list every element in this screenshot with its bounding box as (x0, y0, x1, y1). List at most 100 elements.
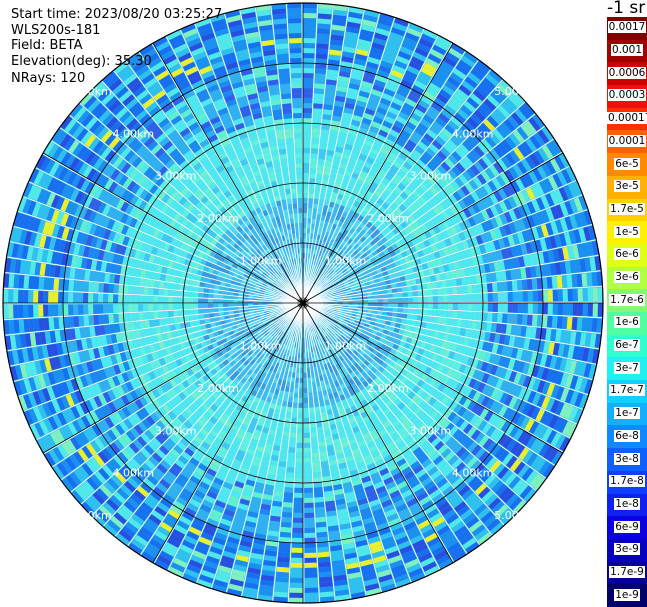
range-gate (348, 378, 355, 385)
range-gate (382, 307, 388, 312)
range-gate (375, 74, 388, 84)
range-gate (448, 440, 460, 451)
range-gate (531, 365, 540, 378)
range-gate (397, 297, 403, 303)
range-gate (276, 571, 289, 578)
range-gate (435, 69, 449, 80)
range-gate (317, 13, 332, 20)
range-gate (267, 335, 273, 341)
range-gate (308, 243, 312, 249)
range-gate (215, 472, 226, 482)
range-gate (533, 476, 546, 491)
range-gate (303, 437, 311, 443)
range-gate (445, 325, 452, 334)
range-gate (447, 295, 453, 303)
range-gate (486, 518, 501, 532)
range-gate (517, 314, 523, 325)
range-gate (332, 272, 338, 278)
range-gate (202, 499, 214, 509)
range-gate (502, 436, 513, 449)
range-gate (350, 119, 361, 127)
range-gate (218, 404, 227, 413)
range-gate (554, 401, 565, 416)
range-gate (401, 313, 408, 319)
range-gate (336, 310, 343, 314)
range-gate (331, 234, 337, 241)
range-gate (490, 112, 503, 125)
range-gate (433, 455, 444, 466)
range-gate (501, 139, 513, 152)
range-gate (283, 321, 288, 327)
range-gate (224, 546, 237, 555)
range-gate (367, 98, 379, 107)
range-gate (312, 331, 316, 337)
range-gate (440, 356, 448, 366)
range-gate (244, 452, 254, 460)
range-gate (294, 482, 303, 488)
range-gate (404, 371, 412, 379)
range-gate (303, 203, 308, 209)
range-gate (315, 53, 328, 60)
range-gate (323, 252, 328, 259)
range-gate (433, 413, 443, 423)
range-gate (289, 330, 293, 336)
range-gate (467, 441, 478, 453)
range-gate (462, 229, 471, 240)
range-gate (508, 476, 521, 489)
range-gate (278, 461, 287, 468)
range-gate (442, 466, 454, 477)
range-gate (356, 239, 363, 247)
range-gate (326, 510, 337, 517)
range-gate (422, 561, 437, 572)
range-gate (315, 376, 320, 382)
range-gate (489, 229, 498, 240)
range-gate (527, 291, 533, 302)
range-gate (400, 405, 410, 414)
range-gate (350, 352, 356, 359)
range-gate (390, 102, 402, 111)
range-gate (378, 574, 393, 583)
range-gate (321, 470, 331, 477)
range-gate (561, 169, 572, 184)
range-gate (401, 263, 408, 270)
range-gate (258, 399, 266, 406)
range-gate (297, 427, 303, 433)
range-gate (359, 85, 372, 94)
range-gate (565, 330, 572, 344)
range-gate (318, 328, 323, 334)
range-gate (283, 349, 288, 356)
range-gate (562, 246, 570, 260)
range-gate (367, 295, 373, 300)
range-gate (405, 157, 416, 167)
range-gate (407, 308, 413, 314)
range-gate (578, 195, 588, 211)
range-gate (195, 513, 208, 523)
range-gate (211, 441, 221, 451)
range-gate (335, 447, 344, 455)
range-gate (175, 459, 186, 469)
range-gate (379, 244, 387, 251)
range-gate (433, 371, 442, 380)
range-gate (500, 323, 507, 334)
range-gate (345, 138, 355, 146)
range-gate (401, 286, 408, 292)
range-gate (392, 255, 399, 262)
range-gate (315, 511, 326, 518)
range-gate (436, 35, 452, 47)
range-gate (360, 369, 367, 377)
range-gate (355, 539, 368, 548)
range-gate (291, 552, 303, 558)
range-gate (395, 410, 404, 419)
range-gate (457, 294, 463, 302)
range-gate (319, 333, 323, 339)
range-gate (450, 380, 459, 390)
range-gate (472, 214, 481, 225)
range-gate (383, 160, 392, 169)
range-gate (408, 22, 424, 33)
range-gate (230, 527, 243, 535)
range-gate (357, 299, 363, 303)
range-gate (412, 84, 425, 95)
range-gate (334, 326, 340, 332)
range-gate (462, 285, 468, 294)
range-gate (312, 108, 323, 114)
